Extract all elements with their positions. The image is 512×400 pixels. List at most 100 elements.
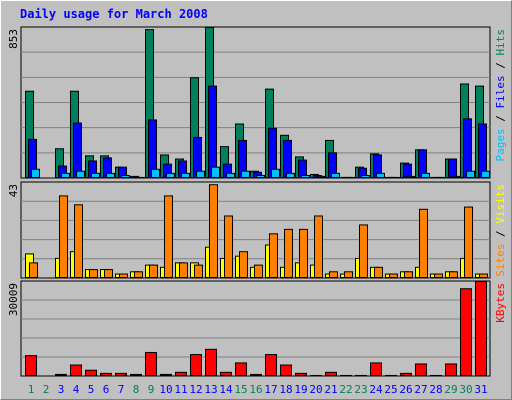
- bar: [481, 170, 490, 178]
- bar: [29, 262, 38, 279]
- bar: [325, 371, 337, 377]
- bar: [404, 271, 413, 279]
- bar: [254, 264, 263, 278]
- legend-separator: /: [494, 224, 507, 244]
- bar: [208, 85, 217, 178]
- bar: [361, 174, 370, 178]
- x-tick-label: 3: [58, 383, 65, 396]
- bar: [376, 172, 385, 178]
- legend-entry: Sites: [494, 244, 507, 277]
- bar: [196, 170, 205, 178]
- x-tick-label: 19: [294, 383, 307, 396]
- bar: [449, 271, 458, 279]
- bar: [115, 372, 127, 376]
- bar: [269, 233, 278, 278]
- x-tick-label: 31: [474, 383, 487, 396]
- x-tick-label: 29: [444, 383, 457, 396]
- panel: [20, 181, 491, 279]
- x-tick-label: 24: [369, 383, 383, 396]
- legend-entry: Pages: [494, 128, 507, 161]
- bar: [298, 159, 307, 178]
- bar: [256, 174, 265, 178]
- bar: [85, 369, 97, 376]
- bar: [121, 174, 130, 178]
- bar: [104, 269, 113, 278]
- x-tick-label: 12: [189, 383, 202, 396]
- x-tick-label: 6: [103, 383, 110, 396]
- bar: [55, 373, 67, 376]
- bar: [460, 288, 472, 377]
- x-tick-label: 30: [459, 383, 472, 396]
- legend-separator: /: [494, 56, 507, 76]
- bar: [149, 264, 158, 278]
- legend: KBytes: [494, 283, 507, 323]
- bar: [106, 172, 115, 178]
- bar: [179, 262, 188, 279]
- bar: [451, 175, 460, 178]
- bar: [74, 204, 83, 278]
- bar: [73, 122, 82, 178]
- bar: [235, 362, 247, 376]
- bar: [119, 273, 128, 278]
- bar: [359, 224, 368, 279]
- bar: [250, 373, 262, 376]
- bar: [130, 373, 142, 376]
- bar: [415, 363, 427, 377]
- bar: [164, 195, 173, 279]
- bar: [160, 373, 172, 376]
- bar: [301, 174, 310, 178]
- bar: [166, 172, 175, 178]
- x-tick-label: 11: [174, 383, 187, 396]
- bar: [421, 172, 430, 178]
- bar: [284, 228, 293, 279]
- x-tick-label: 28: [429, 383, 442, 396]
- bar: [100, 372, 112, 376]
- bar: [205, 348, 217, 376]
- x-tick-label: 16: [249, 383, 262, 396]
- bar: [226, 172, 235, 178]
- bar: [475, 281, 487, 376]
- bar: [463, 118, 472, 178]
- bar: [295, 372, 307, 376]
- bar: [479, 273, 488, 278]
- x-tick-label: 8: [133, 383, 140, 396]
- x-tick-label: 17: [264, 383, 277, 396]
- bar: [400, 372, 412, 376]
- bar: [419, 208, 428, 278]
- bar: [59, 195, 68, 279]
- x-tick-label: 22: [339, 383, 352, 396]
- bar: [344, 271, 353, 279]
- legend: Pages / Files / Hits: [494, 29, 507, 162]
- bar: [145, 351, 157, 376]
- chart-title: Daily usage for March 2008: [20, 7, 208, 21]
- legend-separator: /: [494, 109, 507, 129]
- bar: [211, 166, 220, 179]
- x-tick-label: 23: [354, 383, 367, 396]
- bar: [331, 172, 340, 178]
- panel: [20, 280, 491, 377]
- bar: [403, 163, 412, 178]
- bar: [25, 355, 37, 376]
- bar: [134, 271, 143, 279]
- x-tick-label: 5: [88, 383, 95, 396]
- bar: [190, 354, 202, 377]
- x-tick-label: 21: [324, 383, 337, 396]
- bar: [280, 364, 292, 377]
- x-tick-label: 13: [204, 383, 217, 396]
- legend-entry: KBytes: [494, 283, 507, 323]
- x-tick-label: 25: [384, 383, 397, 396]
- bar: [224, 215, 233, 278]
- x-tick-label: 14: [219, 383, 233, 396]
- bar: [265, 354, 277, 377]
- y-tick-label: 853: [7, 29, 20, 49]
- bar: [89, 269, 98, 278]
- x-tick-label: 4: [73, 383, 80, 396]
- bar: [370, 362, 382, 376]
- bar: [445, 363, 457, 377]
- legend: Sites / Visits: [494, 184, 507, 277]
- bar: [175, 371, 187, 377]
- bar: [31, 168, 40, 179]
- bar: [194, 264, 203, 278]
